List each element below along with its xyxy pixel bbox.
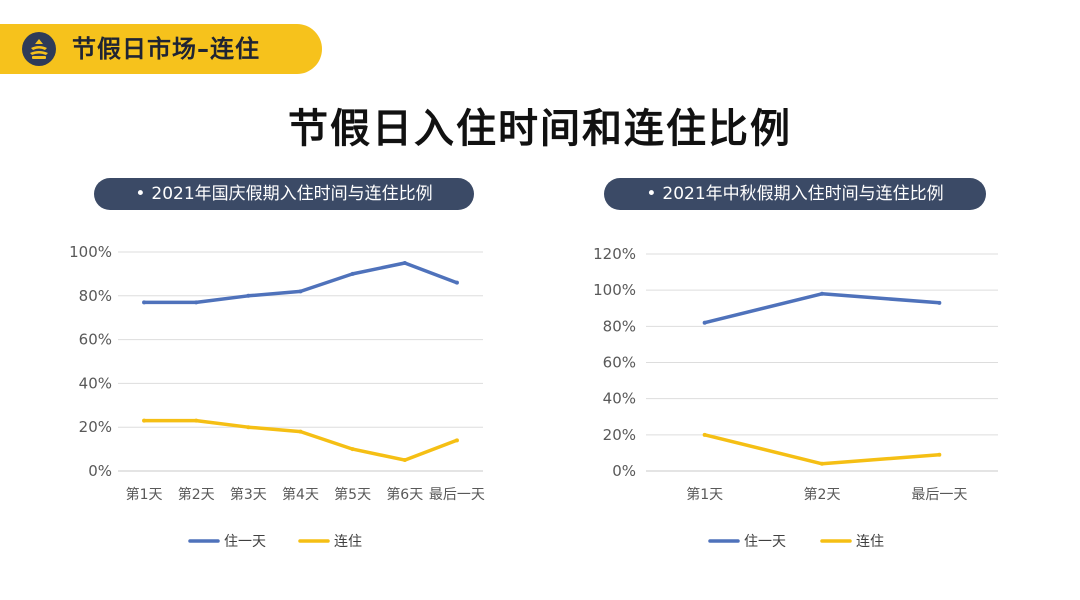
national-day-data-point — [246, 293, 251, 298]
national-day-legend-label: 住一天 — [224, 534, 266, 550]
national-day-y-tick-label: 80% — [79, 287, 112, 305]
mid-autumn-data-point — [820, 291, 824, 296]
bullet-dot-icon: • — [646, 184, 657, 204]
national-day-data-point — [298, 289, 303, 294]
national-day-data-point — [402, 458, 407, 463]
national-day-x-tick-label: 第3天 — [230, 486, 267, 503]
national-day-y-tick-label: 40% — [79, 374, 112, 392]
national-day-data-point — [194, 418, 199, 423]
national-day-x-tick-label: 第5天 — [334, 486, 371, 503]
national-day-y-tick-label: 100% — [69, 243, 112, 261]
national-day-series-line-0 — [142, 261, 459, 305]
section-header-tab: 节假日市场–连住 — [0, 24, 322, 74]
national-day-x-tick-label: 最后一天 — [429, 487, 485, 503]
national-day-data-point — [350, 447, 355, 452]
pagoda-logo-icon — [22, 32, 56, 66]
mid-autumn-x-tick-label: 第2天 — [804, 486, 841, 503]
chart-title-national-day: 2021年国庆假期入住时间与连住比例 — [151, 184, 433, 204]
national-day-y-tick-label: 0% — [88, 462, 112, 480]
mid-autumn-y-tick-label: 80% — [603, 317, 636, 335]
mid-autumn-data-point — [937, 452, 942, 457]
national-day-data-point — [194, 300, 199, 305]
bullet-dot-icon: • — [135, 184, 146, 204]
national-day-data-point — [454, 280, 459, 285]
national-day-x-tick-label: 第4天 — [282, 486, 319, 503]
national-day-data-point — [142, 300, 147, 305]
mid-autumn-y-tick-label: 20% — [603, 426, 636, 444]
mid-autumn-y-tick-label: 120% — [593, 245, 636, 263]
mid-autumn-x-tick-label: 最后一天 — [911, 487, 967, 503]
national-day-x-tick-label: 第2天 — [178, 486, 215, 503]
mid-autumn-y-tick-label: 100% — [593, 281, 636, 299]
national-day-y-tick-label: 60% — [79, 331, 112, 349]
national-day-legend-label: 连住 — [334, 534, 362, 550]
national-day-data-point — [350, 271, 355, 276]
mid-autumn-legend-label: 连住 — [856, 534, 884, 550]
national-day-x-tick-label: 第1天 — [126, 486, 163, 503]
mid-autumn-data-point — [937, 300, 942, 305]
mid-autumn-series-line-1 — [702, 433, 942, 466]
national-day-y-tick-label: 20% — [79, 418, 112, 436]
mid-autumn-x-tick-label: 第1天 — [686, 486, 723, 503]
national-day-data-point — [402, 260, 407, 265]
national-day-series-line-1 — [142, 418, 459, 462]
national-day-data-point — [246, 425, 251, 430]
national-day-data-point — [454, 438, 459, 443]
mid-autumn-y-tick-label: 40% — [603, 390, 636, 408]
mid-autumn-y-tick-label: 0% — [612, 462, 636, 480]
mid-autumn-y-tick-label: 60% — [603, 354, 636, 372]
mid-autumn-legend-label: 住一天 — [744, 534, 786, 550]
national-day-x-tick-label: 第6天 — [386, 486, 423, 503]
mid-autumn-data-point — [702, 432, 707, 437]
section-header-title: 节假日市场–连住 — [72, 35, 260, 63]
national-day-data-point — [142, 418, 147, 423]
chart-title-pill-mid-autumn: • 2021年中秋假期入住时间与连住比例 — [604, 178, 986, 210]
chart-title-mid-autumn: 2021年中秋假期入住时间与连住比例 — [662, 184, 944, 204]
mid-autumn-series-line-0 — [702, 292, 942, 325]
mid-autumn-data-point — [820, 461, 824, 466]
mid-autumn-data-point — [702, 320, 707, 325]
chart-title-pill-national-day: • 2021年国庆假期入住时间与连住比例 — [94, 178, 474, 210]
national-day-data-point — [298, 429, 303, 434]
page-title: 节假日入住时间和连住比例 — [288, 106, 792, 152]
